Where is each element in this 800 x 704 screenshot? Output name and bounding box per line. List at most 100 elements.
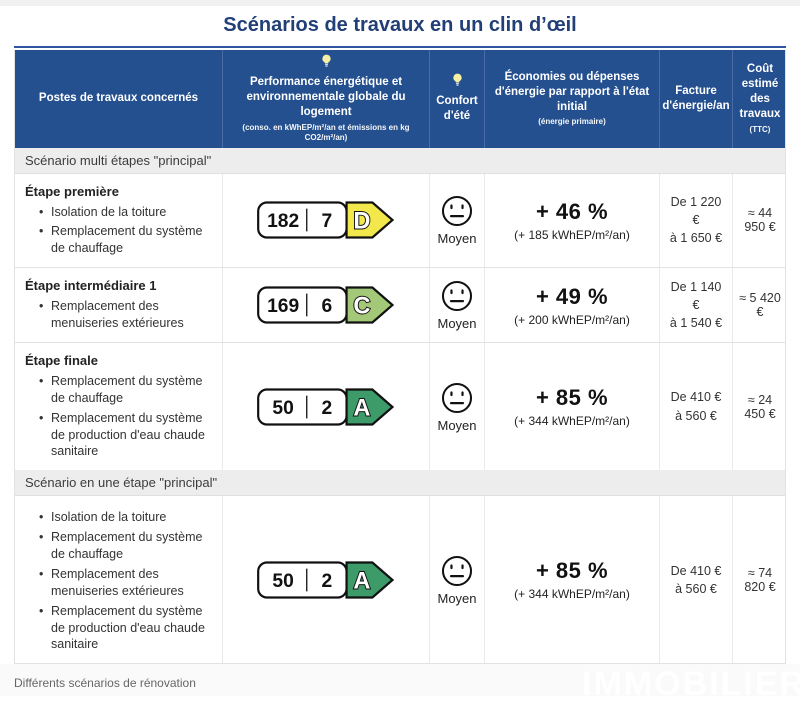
header-cout: Coût estimé des travaux (TTC) <box>739 63 781 134</box>
scenarios-table-page: Scénarios de travaux en un clin d’œil Po… <box>0 6 800 703</box>
scenario-row: Isolation de la toiture Remplacement du s… <box>15 496 787 664</box>
energy-label-cell: 50 2 A <box>223 342 430 471</box>
estimated-cost: ≈ 44 950 € <box>744 206 776 235</box>
bill-range-from: De 1 220 € <box>670 195 722 228</box>
works-cell: Isolation de la toiture Remplacement du s… <box>15 496 223 664</box>
svg-text:50: 50 <box>272 398 293 419</box>
works-cell: Étape première Isolation de la toiture Re… <box>15 173 223 268</box>
scenario-row: Étape finale Remplacement du système de … <box>15 342 787 471</box>
energy-label-cell: 169 6 C <box>223 268 430 342</box>
savings-percent: + 85 % <box>535 558 609 584</box>
energy-performance-label: 50 2 A <box>257 561 395 599</box>
summer-comfort-cell: Moyen <box>430 342 485 471</box>
works-list: Remplacement du système de chauffageRemp… <box>25 370 214 460</box>
neutral-face-icon <box>441 555 473 586</box>
works-cost-cell: ≈ 44 950 € <box>733 174 787 268</box>
svg-text:D: D <box>353 209 370 235</box>
title-divider <box>14 46 786 48</box>
work-item: Remplacement du système de production d'… <box>25 603 214 654</box>
work-item: Isolation de la toiture <box>25 509 214 526</box>
works-list: Isolation de la toiture Remplacement du s… <box>25 506 214 653</box>
rows-single-container: Isolation de la toiture Remplacement du s… <box>15 496 787 664</box>
savings-percent: + 85 % <box>535 385 609 411</box>
savings-cell: + 49 % (+ 200 kWhEP/m²/an) <box>485 268 660 342</box>
energy-performance-label: 50 2 A <box>257 388 395 426</box>
scenarios-table: Postes de travaux concernés Performance … <box>14 50 787 665</box>
energy-bill-cell: De 410 € à 560 € <box>660 342 733 471</box>
svg-text:50: 50 <box>272 571 293 592</box>
works-cost-cell: ≈ 24 450 € <box>733 343 787 470</box>
savings-cell: + 46 % (+ 185 kWhEP/m²/an) <box>485 173 660 268</box>
savings-cell: + 85 % (+ 344 kWhEP/m²/an) <box>485 342 660 471</box>
neutral-face-icon <box>441 196 473 227</box>
bill-range-to: à 1 650 € <box>669 231 723 246</box>
summer-comfort-cell: Moyen <box>430 173 485 268</box>
svg-text:A: A <box>353 568 370 594</box>
work-item: Isolation de la toiture <box>25 204 214 221</box>
section-header-multi-etapes: Scénario multi étapes "principal" <box>15 147 785 174</box>
savings-percent: + 49 % <box>535 283 609 309</box>
works-cell: Étape intermédiaire 1 Remplacement des m… <box>15 268 223 342</box>
work-item: Remplacement des menuiseries extérieures <box>25 566 214 600</box>
lightbulb-icon <box>321 54 332 73</box>
header-economies: Économies ou dépenses d'énergie par rapp… <box>485 50 660 148</box>
savings-percent: + 46 % <box>535 198 609 224</box>
work-item: Remplacement du système de chauffage <box>25 223 214 257</box>
lightbulb-icon <box>452 73 463 92</box>
works-cell: Étape finale Remplacement du système de … <box>15 342 223 471</box>
svg-text:A: A <box>353 395 370 421</box>
figure-caption: Différents scénarios de rénovation <box>14 676 196 691</box>
energy-bill-cell: De 410 € à 560 € <box>660 496 733 664</box>
comfort-level: Moyen <box>437 417 477 433</box>
savings-detail: (+ 344 kWhEP/m²/an) <box>514 587 630 602</box>
bill-range-to: à 1 540 € <box>669 316 723 331</box>
svg-text:2: 2 <box>322 398 333 419</box>
energy-bill-cell: De 1 140 € à 1 540 € <box>660 268 733 342</box>
energy-performance-label: 169 6 C <box>257 286 395 324</box>
comfort-level: Moyen <box>437 231 477 247</box>
svg-text:2: 2 <box>322 571 333 592</box>
caption-area: Différents scénarios de rénovation IMMOB… <box>0 664 800 703</box>
energy-performance-label: 182 7 D <box>257 201 395 239</box>
neutral-face-icon <box>441 382 473 413</box>
table-header-row: Postes de travaux concernés Performance … <box>15 50 785 148</box>
bill-range-to: à 560 € <box>675 581 717 596</box>
works-cost-cell: ≈ 74 820 € <box>733 496 787 663</box>
bill-range-to: à 560 € <box>675 408 717 423</box>
watermark-text: IMMOBILIER <box>582 665 800 704</box>
energy-label-cell: 182 7 D <box>223 173 430 268</box>
estimated-cost: ≈ 24 450 € <box>744 392 776 421</box>
savings-detail: (+ 200 kWhEP/m²/an) <box>514 312 630 327</box>
header-postes-travaux: Postes de travaux concernés <box>15 50 223 148</box>
page-title: Scénarios de travaux en un clin d’œil <box>223 14 577 36</box>
rows-multi-container: Étape première Isolation de la toiture Re… <box>15 173 787 471</box>
comfort-level: Moyen <box>437 590 477 606</box>
svg-text:169: 169 <box>267 296 299 317</box>
bill-range-from: De 1 140 € <box>670 279 722 312</box>
header-confort-ete: Confort d'été <box>430 50 485 148</box>
header-facture: Facture d'énergie/an <box>660 50 733 148</box>
svg-text:7: 7 <box>322 211 333 232</box>
works-list: Remplacement des menuiseries extérieures <box>25 295 214 332</box>
work-item: Remplacement des menuiseries extérieures <box>25 298 214 332</box>
step-title: Étape première <box>25 183 119 199</box>
header-performance-unit: (conso. en kWhEP/m²/an et émissions en k… <box>242 122 410 143</box>
svg-text:182: 182 <box>267 211 299 232</box>
estimated-cost: ≈ 74 820 € <box>744 565 776 594</box>
bill-range-from: De 410 € <box>670 563 722 578</box>
step-title: Étape finale <box>25 352 98 368</box>
energy-bill-cell: De 1 220 € à 1 650 € <box>660 173 733 268</box>
header-performance: Performance énergétique et environnement… <box>223 50 430 148</box>
neutral-face-icon <box>441 280 473 312</box>
energy-label-cell: 50 2 A <box>223 496 430 664</box>
section-header-une-etape: Scénario en une étape "principal" <box>15 470 785 497</box>
bill-range-from: De 410 € <box>670 390 722 405</box>
svg-text:C: C <box>353 293 370 319</box>
header-economies-unit: (énergie primaire) <box>538 117 606 127</box>
savings-detail: (+ 185 kWhEP/m²/an) <box>514 227 630 242</box>
work-item: Remplacement du système de production d'… <box>25 410 214 461</box>
scenario-row: Étape première Isolation de la toiture Re… <box>15 173 787 269</box>
scenario-row: Étape intermédiaire 1 Remplacement des m… <box>15 268 785 343</box>
summer-comfort-cell: Moyen <box>430 496 485 664</box>
page-top-strip <box>0 0 800 6</box>
